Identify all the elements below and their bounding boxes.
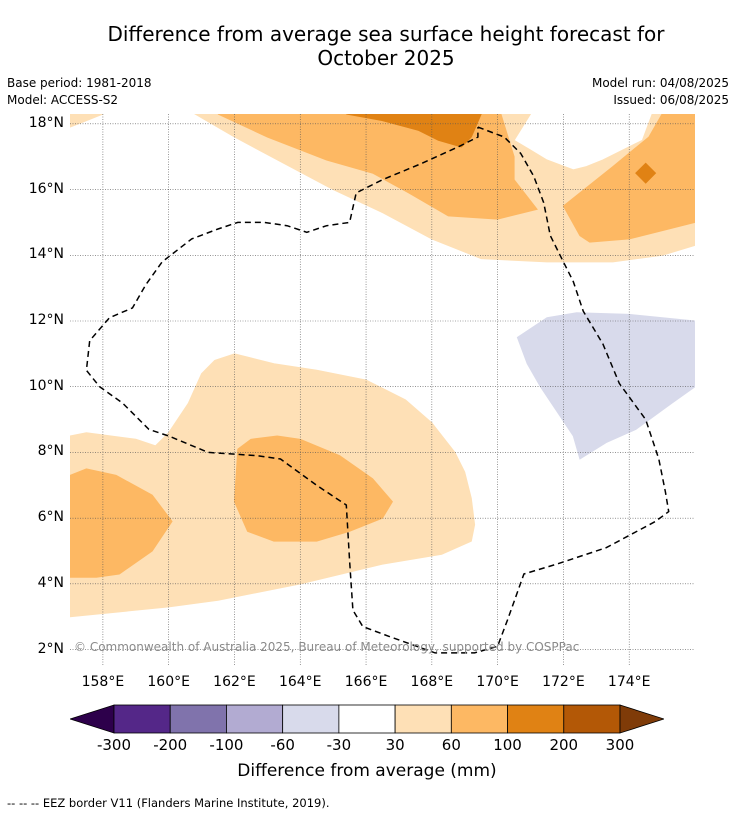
contour-region-8 — [635, 162, 657, 184]
lat-label-2: 14°N — [28, 246, 64, 263]
lon-label-1: 160°E — [147, 674, 190, 690]
map-svg — [70, 114, 695, 666]
colorbar-segment-8 — [563, 704, 621, 734]
lon-label-2: 162°E — [213, 674, 256, 690]
model-name: Model: ACCESS-S2 — [7, 93, 119, 107]
contour-region-9 — [516, 312, 695, 460]
colorbar-tick-9: 300 — [605, 736, 635, 754]
lon-label-6: 170°E — [476, 674, 519, 690]
meta-left: Base period: 1981-2018 Model: ACCESS-S2 — [7, 75, 152, 109]
colorbar-segment-0 — [113, 704, 171, 734]
lat-label-3: 12°N — [28, 312, 64, 328]
chart-title: Difference from average sea surface heig… — [30, 22, 736, 70]
lat-label-5: 8°N — [37, 443, 64, 460]
map-area — [70, 114, 695, 666]
contour-region-2 — [70, 468, 173, 578]
colorbar-tick-4: -30 — [326, 736, 352, 754]
colorbar-tick-8: 200 — [549, 736, 579, 754]
lat-label-4: 10°N — [28, 377, 64, 394]
lon-label-7: 172°E — [542, 674, 585, 690]
colorbar-label: Difference from average (mm) — [237, 761, 497, 781]
colorbar-tick-6: 60 — [441, 736, 461, 754]
colorbar-tick-7: 100 — [493, 736, 522, 754]
lat-label-8: 2°N — [37, 640, 64, 657]
issued-date: Issued: 06/08/2025 — [613, 93, 729, 107]
lon-label-4: 166°E — [344, 674, 388, 690]
colorbar-segment-1 — [169, 704, 227, 734]
eez-border-line — [85, 126, 670, 654]
colorbar-tick-3: -60 — [270, 736, 295, 754]
colorbar-tick-2: -100 — [209, 736, 244, 754]
model-run: Model run: 04/08/2025 — [591, 76, 729, 90]
colorbar-tick-0: -300 — [96, 736, 132, 754]
lon-label-0: 158°E — [81, 674, 125, 690]
lon-label-3: 164°E — [278, 674, 322, 690]
colorbar-segment-5 — [394, 704, 452, 734]
contour-region-1 — [233, 435, 394, 542]
contour-region-7 — [562, 114, 695, 243]
colorbar-extend-high — [619, 704, 664, 734]
lon-label-5: 168°E — [410, 674, 454, 690]
colorbar-segment-3 — [282, 704, 340, 734]
contour-region-3 — [70, 114, 104, 128]
colorbar-segment-6 — [450, 704, 508, 734]
colorbar-segment-7 — [507, 704, 565, 734]
lat-label-7: 4°N — [37, 574, 64, 591]
lat-label-1: 16°N — [28, 180, 64, 197]
lat-label-6: 6°N — [37, 509, 64, 526]
lon-label-8: 174°E — [607, 674, 651, 690]
copyright-notice: © Commonwealth of Australia 2025, Bureau… — [74, 640, 580, 654]
title-line-1: Difference from average sea surface heig… — [107, 22, 665, 46]
title-line-2: October 2025 — [317, 46, 455, 70]
colorbar-extend-low — [70, 704, 115, 734]
eez-footnote: -- -- -- EEZ border V11 (Flanders Marine… — [7, 796, 330, 810]
colorbar-tick-1: -200 — [153, 736, 188, 754]
base-period: Base period: 1981-2018 — [7, 76, 152, 90]
meta-right: Model run: 04/08/2025 Issued: 06/08/2025 — [592, 75, 729, 109]
lat-label-0: 18°N — [28, 114, 64, 131]
colorbar — [70, 704, 664, 734]
contour-region-6 — [346, 114, 482, 148]
colorbar-segment-2 — [226, 704, 284, 734]
colorbar-segment-4 — [338, 704, 396, 734]
colorbar-tick-5: 30 — [385, 736, 405, 754]
